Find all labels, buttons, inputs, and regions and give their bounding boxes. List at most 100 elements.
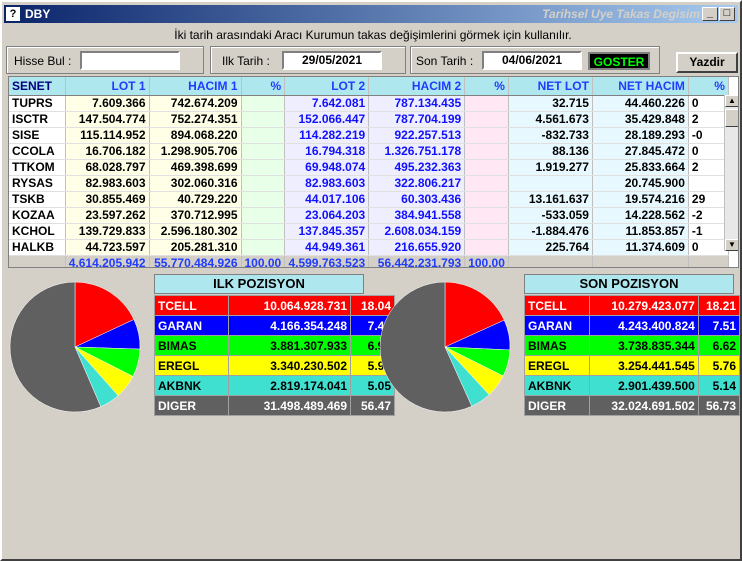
table-cell xyxy=(464,207,509,224)
table-cell xyxy=(508,175,593,192)
table-cell: 30.855.469 xyxy=(65,191,150,208)
column-header[interactable]: NET HACIM xyxy=(592,77,689,96)
table-row[interactable]: TUPRS 7.609.366 742.674.209 7.642.081 787.13… xyxy=(9,95,729,112)
son-tarih-label: Son Tarih : xyxy=(416,54,474,68)
table-row[interactable]: RYSAS 82.983.603 302.060.316 82.983.603 322.… xyxy=(9,175,729,192)
total-cell xyxy=(592,255,689,267)
ilk-tarih-label: Ilk Tarih : xyxy=(222,54,270,68)
position-value: 3.340.230.502 xyxy=(228,355,351,376)
ilk-tarih-field[interactable]: 29/05/2021 xyxy=(282,51,382,70)
minimize-button[interactable]: _ xyxy=(702,7,718,21)
position-row: AKBNK 2.901.439.500 5.14 xyxy=(524,375,741,396)
table-cell xyxy=(241,239,286,256)
column-header[interactable]: % xyxy=(688,77,729,96)
table-cell xyxy=(241,127,286,144)
grid-vertical-scrollbar[interactable]: ▲ ▼ xyxy=(724,95,738,251)
position-value: 32.024.691.502 xyxy=(588,395,699,416)
position-row: GARAN 4.243.400.824 7.51 xyxy=(524,315,741,336)
table-cell: -1.884.476 xyxy=(508,223,593,240)
column-header[interactable]: LOT 2 xyxy=(284,77,370,96)
table-cell: 752.274.351 xyxy=(149,111,242,128)
table-cell xyxy=(241,191,286,208)
son-tarih-field[interactable]: 04/06/2021 xyxy=(482,51,582,70)
table-cell: RYSAS xyxy=(9,175,66,192)
scroll-up-icon[interactable]: ▲ xyxy=(725,95,738,107)
table-cell: 44.949.361 xyxy=(284,239,370,256)
table-cell xyxy=(464,191,509,208)
table-cell: 13.161.637 xyxy=(508,191,593,208)
table-cell: 44.723.597 xyxy=(65,239,150,256)
table-row[interactable]: TSKB 30.855.469 40.729.220 44.017.106 60.303… xyxy=(9,191,729,208)
goster-button[interactable]: GOSTER xyxy=(588,52,650,70)
position-value: 10.279.423.077 xyxy=(588,295,699,316)
table-row[interactable]: KOZAA 23.597.262 370.712.995 23.064.203 384.… xyxy=(9,207,729,224)
table-cell: 495.232.363 xyxy=(368,159,466,176)
hisse-search-input[interactable] xyxy=(80,51,180,70)
position-value: 4.243.400.824 xyxy=(588,315,699,336)
table-cell: HALKB xyxy=(9,239,66,256)
column-header[interactable]: HACIM 2 xyxy=(368,77,466,96)
position-row: DIGER 32.024.691.502 56.73 xyxy=(524,395,741,416)
scroll-thumb[interactable] xyxy=(725,109,738,127)
table-cell: 322.806.217 xyxy=(368,175,466,192)
maximize-button[interactable]: □ xyxy=(719,7,735,21)
table-row[interactable]: ISCTR 147.504.774 752.274.351 152.066.447 78… xyxy=(9,111,729,128)
table-row[interactable]: HALKB 44.723.597 205.281.310 44.949.361 216.… xyxy=(9,239,729,256)
position-percent: 18.21 xyxy=(697,295,741,316)
table-cell: 302.060.316 xyxy=(149,175,242,192)
column-header[interactable]: SENET xyxy=(9,77,66,96)
title-bar[interactable]: ? DBY Tarihsel Uye Takas Degisim _ □ xyxy=(4,5,738,23)
position-percent: 56.73 xyxy=(697,395,741,416)
ilk-tarih-group xyxy=(210,46,406,74)
hisse-label: Hisse Bul : xyxy=(14,54,72,68)
position-name: GARAN xyxy=(524,315,590,336)
scroll-down-icon[interactable]: ▼ xyxy=(725,239,738,251)
pie-slice-diger xyxy=(379,281,473,413)
window-title: DBY xyxy=(25,7,51,21)
table-row[interactable]: SISE 115.114.952 894.068.220 114.282.219 922… xyxy=(9,127,729,144)
table-cell: 225.764 xyxy=(508,239,593,256)
total-cell xyxy=(688,255,729,267)
position-row: DIGER 31.498.489.469 56.47 xyxy=(154,395,395,416)
position-percent: 56.47 xyxy=(350,395,395,416)
position-name: DIGER xyxy=(524,395,590,416)
table-cell: KCHOL xyxy=(9,223,66,240)
table-cell: 82.983.603 xyxy=(284,175,370,192)
table-row[interactable]: CCOLA 16.706.182 1.298.905.706 16.794.318 1.… xyxy=(9,143,729,160)
column-header[interactable]: % xyxy=(241,77,286,96)
table-cell: 216.655.920 xyxy=(368,239,466,256)
position-name: EREGL xyxy=(524,355,590,376)
pie-slice-tcell xyxy=(74,281,135,348)
table-cell: 115.114.952 xyxy=(65,127,150,144)
table-cell: 40.729.220 xyxy=(149,191,242,208)
table-cell xyxy=(688,175,729,192)
position-value: 10.064.928.731 xyxy=(228,295,351,316)
table-cell: 44.017.106 xyxy=(284,191,370,208)
table-cell: 29 xyxy=(688,191,729,208)
column-header[interactable]: NET LOT xyxy=(508,77,593,96)
table-row[interactable]: KCHOL 139.729.833 2.596.180.302 137.845.357… xyxy=(9,223,729,240)
table-cell: 20.745.900 xyxy=(592,175,689,192)
table-cell: 7.609.366 xyxy=(65,95,150,112)
hisse-group xyxy=(6,46,204,74)
table-cell xyxy=(241,159,286,176)
position-row: TCELL 10.064.928.731 18.04 xyxy=(154,295,395,316)
table-cell: 137.845.357 xyxy=(284,223,370,240)
yazdir-button[interactable]: Yazdir xyxy=(676,52,738,73)
table-cell: 16.794.318 xyxy=(284,143,370,160)
total-cell: 4.599.763.523 xyxy=(284,255,370,267)
column-header[interactable]: LOT 1 xyxy=(65,77,150,96)
table-cell: 0 xyxy=(688,239,729,256)
column-header[interactable]: HACIM 1 xyxy=(149,77,242,96)
position-name: TCELL xyxy=(524,295,590,316)
table-cell: 25.833.664 xyxy=(592,159,689,176)
table-cell: 27.845.472 xyxy=(592,143,689,160)
table-cell: 35.429.848 xyxy=(592,111,689,128)
table-row[interactable]: TTKOM 68.028.797 469.398.699 69.948.074 495.… xyxy=(9,159,729,176)
column-header[interactable]: % xyxy=(464,77,509,96)
takas-grid[interactable]: SENET LOT 1 HACIM 1% LOT 2 HACIM 2% NET LOT NE… xyxy=(8,76,739,268)
app-icon[interactable]: ? xyxy=(6,7,20,21)
position-name: BIMAS xyxy=(154,335,229,356)
table-cell: 147.504.774 xyxy=(65,111,150,128)
son-tarih-group xyxy=(410,46,660,74)
